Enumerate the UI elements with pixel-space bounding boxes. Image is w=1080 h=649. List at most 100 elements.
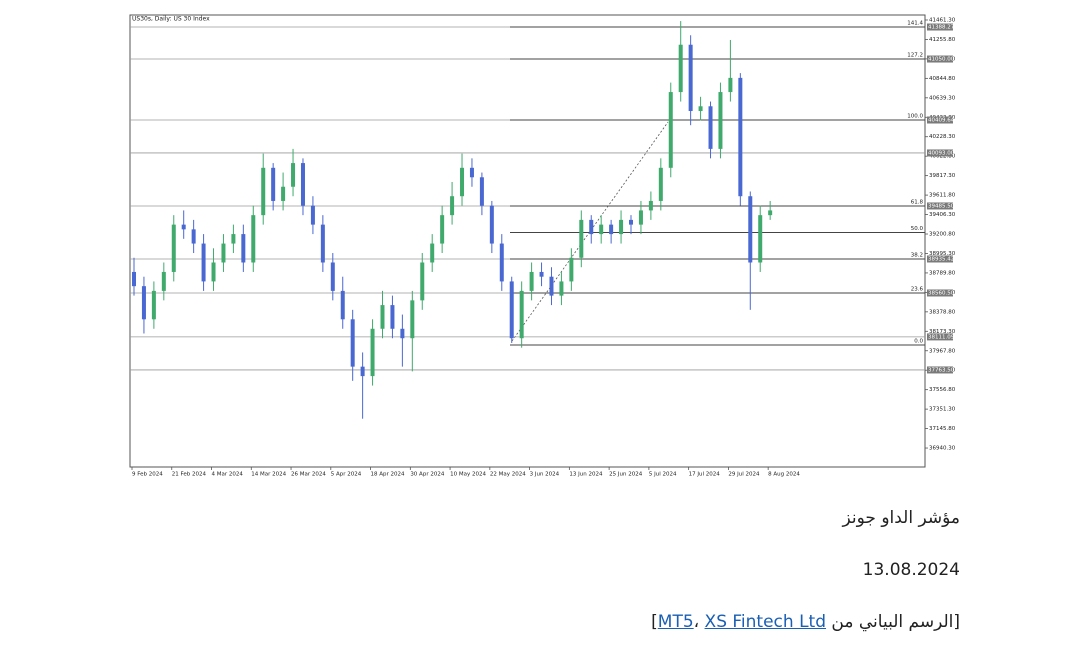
y-tick-label: 40844.80 xyxy=(929,76,956,82)
x-tick-label: 21 Feb 2024 xyxy=(172,472,207,478)
x-tick-label: 18 Apr 2024 xyxy=(371,472,406,478)
caption-source: [الرسم البياني من MT5، XS Fintech Ltd] xyxy=(651,612,960,632)
candle-body xyxy=(758,215,763,263)
fib-level-label: 23.6 xyxy=(911,286,924,292)
price-level-box xyxy=(927,55,953,63)
candle-body xyxy=(161,271,166,291)
source-prefix: [الرسم البياني من xyxy=(826,612,960,632)
fib-level-label: 127.2 xyxy=(907,53,923,59)
candle-body xyxy=(658,167,663,201)
candle-body xyxy=(479,177,484,206)
x-tick-label: 4 Mar 2024 xyxy=(212,472,244,478)
y-tick-label: 41255.80 xyxy=(929,37,956,43)
x-tick-label: 29 Jul 2024 xyxy=(728,472,760,478)
chart-title: US30s, Daily: US 30 Index xyxy=(132,16,210,23)
candle-body xyxy=(688,44,693,112)
price-level-label: 38560.50 xyxy=(928,290,955,296)
price-level-label: 39485.50 xyxy=(928,203,955,209)
candle-body xyxy=(519,290,524,339)
candle-body xyxy=(738,77,743,197)
candle-body xyxy=(390,305,395,329)
y-tick-label: 37556.80 xyxy=(929,387,956,393)
price-level-box xyxy=(927,333,953,341)
x-tick-label: 17 Jul 2024 xyxy=(689,472,721,478)
candle-body xyxy=(440,215,445,244)
candle-body xyxy=(360,366,365,377)
candle-body xyxy=(330,262,335,291)
y-tick-label: 41461.30 xyxy=(929,17,956,23)
source-link[interactable]: XS Fintech Ltd xyxy=(704,612,827,632)
source-suffix: ] xyxy=(651,612,658,632)
candle-body xyxy=(708,106,713,149)
x-tick-label: 25 Jun 2024 xyxy=(609,472,643,478)
price-level-box xyxy=(927,23,953,31)
plot-frame xyxy=(129,14,926,468)
price-level-label: 41050.00 xyxy=(928,57,955,63)
candle-body xyxy=(141,286,146,320)
y-tick-label: 38173.30 xyxy=(929,329,956,335)
candle-body xyxy=(768,210,773,216)
candle-body xyxy=(648,200,653,211)
fib-level-label: 100.0 xyxy=(907,113,923,119)
candle-body xyxy=(271,167,276,201)
candle-body xyxy=(320,224,325,263)
candle-body xyxy=(420,262,425,301)
candle-body xyxy=(211,262,216,282)
candle-body xyxy=(171,224,176,272)
x-tick-label: 13 Jun 2024 xyxy=(569,472,603,478)
fib-level-label: 38.2 xyxy=(911,252,923,258)
candle-body xyxy=(350,319,355,367)
y-tick-label: 40022.80 xyxy=(929,154,956,160)
candle-body xyxy=(529,271,534,291)
y-tick-label: 37967.80 xyxy=(929,348,956,354)
price-level-label: 38935.42 xyxy=(928,256,954,262)
x-tick-label: 9 Feb 2024 xyxy=(132,472,163,478)
candle-body xyxy=(678,44,683,93)
candle-body xyxy=(281,186,286,201)
fib-level-label: 50.0 xyxy=(911,226,924,232)
price-level-label: 37763.50 xyxy=(928,367,955,373)
candle-body xyxy=(469,167,474,178)
candle-body xyxy=(579,219,584,258)
candle-body xyxy=(151,290,156,320)
candle-body xyxy=(370,328,375,377)
candle-body xyxy=(569,257,574,282)
source-link[interactable]: MT5 xyxy=(657,612,694,632)
candle-body xyxy=(450,196,455,216)
price-level-label: 38111.09 xyxy=(928,334,955,340)
price-level-label: 41388.27 xyxy=(928,25,955,31)
price-level-label: 40093.00 xyxy=(928,150,955,156)
candle-body xyxy=(509,281,514,339)
price-level-box xyxy=(927,289,953,297)
candle-body xyxy=(380,305,385,329)
y-tick-label: 39406.30 xyxy=(929,212,956,218)
fib-level-label: 141.4 xyxy=(907,21,923,27)
y-tick-label: 39611.80 xyxy=(929,193,956,199)
source-separator: ، xyxy=(693,612,705,632)
candle-body xyxy=(559,281,564,296)
caption-title: مؤشر الداو جونز xyxy=(842,508,960,528)
candle-body xyxy=(340,290,345,320)
price-level-box xyxy=(927,366,953,374)
x-tick-label: 10 May 2024 xyxy=(450,472,486,478)
candle-body xyxy=(549,276,554,296)
candle-body xyxy=(638,210,643,225)
candle-body xyxy=(728,77,733,93)
price-level-label: 40409.64 xyxy=(928,117,955,123)
candle-body xyxy=(599,224,604,235)
candle-body xyxy=(539,271,544,277)
y-tick-label: 39817.30 xyxy=(929,173,956,179)
candle-body xyxy=(489,205,494,244)
candle-body xyxy=(460,167,465,197)
y-tick-label: 38789.80 xyxy=(929,270,956,276)
y-tick-label: 39200.80 xyxy=(929,232,956,238)
candle-body xyxy=(619,219,624,235)
x-tick-label: 3 Jun 2024 xyxy=(530,472,560,478)
candle-body xyxy=(191,229,196,244)
candle-body xyxy=(251,215,256,263)
caption-date: 13.08.2024 xyxy=(862,560,960,580)
price-level-box xyxy=(927,116,953,124)
price-level-box xyxy=(927,149,953,157)
candle-body xyxy=(261,167,266,216)
